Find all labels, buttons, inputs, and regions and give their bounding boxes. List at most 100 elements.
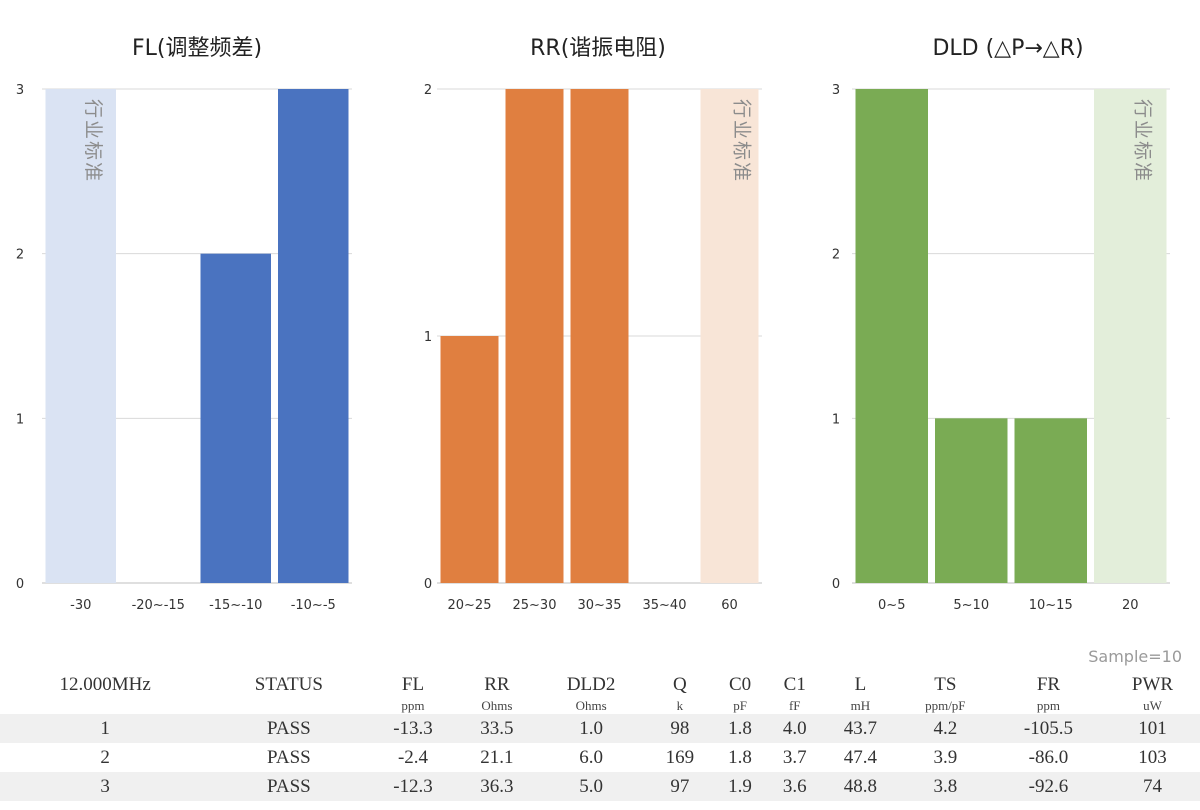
column-unit: Ohms <box>481 698 513 713</box>
bar <box>1014 418 1087 583</box>
column-header: 12.000MHz <box>59 674 151 695</box>
measurement-table: 12.000MHz STATUS FL RR DLD2 Q C0 C1 L TS FR PWR ppm… <box>0 672 1200 801</box>
bar <box>855 89 928 583</box>
column-unit: fF <box>788 698 801 713</box>
table-cell: 1.8 <box>712 714 768 743</box>
table-cell: 4.2 <box>898 714 992 743</box>
x-category-label: 20 <box>1122 598 1139 613</box>
column-header: FL <box>401 674 425 695</box>
bar <box>200 253 271 583</box>
table-cell: PASS <box>267 746 311 768</box>
table-cell: 4.0 <box>767 714 823 743</box>
table-cell: 1.8 <box>728 746 752 768</box>
y-tick-label: 0 <box>424 577 432 592</box>
column-header: DLD2 <box>566 674 616 695</box>
column-header: RR <box>484 674 510 695</box>
industry-standard-band <box>1094 89 1167 583</box>
table-header-row: 12.000MHz STATUS FL RR DLD2 Q C0 C1 L TS FR PWR <box>0 672 1200 698</box>
table-cell: 101 <box>1105 714 1200 743</box>
column-unit <box>0 698 210 714</box>
industry-standard-label: 行业标准 <box>731 99 753 183</box>
column-unit: ppm <box>1036 698 1061 713</box>
table-cell: 47.4 <box>843 746 878 768</box>
industry-standard-band <box>700 89 759 583</box>
table-cell: 2 <box>100 746 110 768</box>
bar <box>505 89 564 583</box>
column-unit: uW <box>1143 698 1162 713</box>
chart-title: FL(调整频差) <box>132 36 262 61</box>
bar <box>935 418 1008 583</box>
table-cell: 3 <box>0 772 211 801</box>
chart-2: RR(谐振电阻) 0 1 2 20~25 25~30 30~35 35~40 行业标准 60 <box>424 36 762 613</box>
table-cell: 1.9 <box>712 772 768 801</box>
bar <box>278 89 349 583</box>
table-cell: -12.3 <box>367 772 459 801</box>
chart-title: DLD (△P→△R) <box>932 36 1083 61</box>
y-tick-label: 1 <box>16 412 24 427</box>
table-cell: 33.5 <box>458 714 536 743</box>
table-cell: 1.0 <box>535 714 648 743</box>
y-tick-label: 2 <box>16 248 24 263</box>
column-header: TS <box>934 674 957 695</box>
chart-title: RR(谐振电阻) <box>530 36 666 61</box>
table-cell: 5.0 <box>535 772 648 801</box>
column-unit: mH <box>850 698 871 713</box>
table-cell: PASS <box>210 714 368 743</box>
table-cell: -105.5 <box>991 714 1105 743</box>
table-row: 2 PASS -2.4 21.1 6.0 169 1.8 3.7 47.4 3.9 -86.0 103 <box>0 743 1200 772</box>
table-cell: 1 <box>0 714 211 743</box>
column-header: L <box>854 674 867 695</box>
histogram-charts: FL(调整频差) 0 1 2 3 行业标准 -30 -20~-15 -15~-10 -10~-5 R… <box>16 36 1170 613</box>
x-category-label: -20~-15 <box>132 598 185 613</box>
sample-count: Sample=10 <box>1088 647 1182 666</box>
x-category-label: 60 <box>721 598 738 613</box>
column-header: PWR <box>1131 674 1174 695</box>
industry-standard-label: 行业标准 <box>1131 99 1153 183</box>
industry-standard-band <box>45 89 116 583</box>
x-category-label: 5~10 <box>953 598 989 613</box>
column-unit: Ohms <box>575 698 607 713</box>
x-category-label: -30 <box>70 598 91 613</box>
table-cell: 6.0 <box>579 746 603 768</box>
column-unit <box>210 698 367 714</box>
table-cell: 98 <box>647 714 713 743</box>
table-cell: 3.7 <box>782 746 807 768</box>
table-cell: 3.9 <box>933 746 958 768</box>
table-cell: 48.8 <box>822 772 899 801</box>
table-cell: 36.3 <box>458 772 536 801</box>
table-cell: 3.8 <box>898 772 992 801</box>
column-unit: k <box>676 698 684 713</box>
x-category-label: -10~-5 <box>291 598 336 613</box>
x-category-label: 0~5 <box>878 598 905 613</box>
y-tick-label: 0 <box>832 577 840 592</box>
industry-standard-label: 行业标准 <box>82 99 104 183</box>
table-cell: 21.1 <box>480 746 514 768</box>
column-header: STATUS <box>254 674 323 695</box>
x-category-label: -15~-10 <box>209 598 262 613</box>
x-category-label: 25~30 <box>513 598 557 613</box>
x-category-label: 30~35 <box>578 598 622 613</box>
table-cell: -86.0 <box>1028 746 1069 768</box>
bar <box>570 89 629 583</box>
column-unit: ppm/pF <box>925 698 966 713</box>
y-tick-label: 0 <box>16 577 24 592</box>
column-unit: pF <box>733 698 747 713</box>
table-cell: -92.6 <box>991 772 1105 801</box>
x-category-label: 20~25 <box>448 598 492 613</box>
table-units-row: ppm Ohms Ohms k pF fF mH ppm/pF ppm uW <box>0 698 1200 714</box>
y-tick-label: 3 <box>832 83 840 98</box>
chart-1: FL(调整频差) 0 1 2 3 行业标准 -30 -20~-15 -15~-10 -10~-5 <box>16 36 352 613</box>
table-row: 1 PASS -13.3 33.5 1.0 98 1.8 4.0 43.7 4.2 -105.5 10… <box>0 714 1200 743</box>
bar <box>440 336 499 583</box>
table-cell: -2.4 <box>397 746 429 768</box>
column-header: FR <box>1036 674 1061 695</box>
table-row: 3 PASS -12.3 36.3 5.0 97 1.9 3.6 48.8 3.8 -92.6 74 <box>0 772 1200 801</box>
y-tick-label: 1 <box>832 412 840 427</box>
table-cell: 74 <box>1105 772 1200 801</box>
table-cell: 97 <box>647 772 713 801</box>
x-category-label: 10~15 <box>1029 598 1073 613</box>
table-cell: -13.3 <box>367 714 459 743</box>
table-cell: PASS <box>210 772 368 801</box>
y-tick-label: 2 <box>424 83 432 98</box>
column-unit: ppm <box>401 698 425 713</box>
